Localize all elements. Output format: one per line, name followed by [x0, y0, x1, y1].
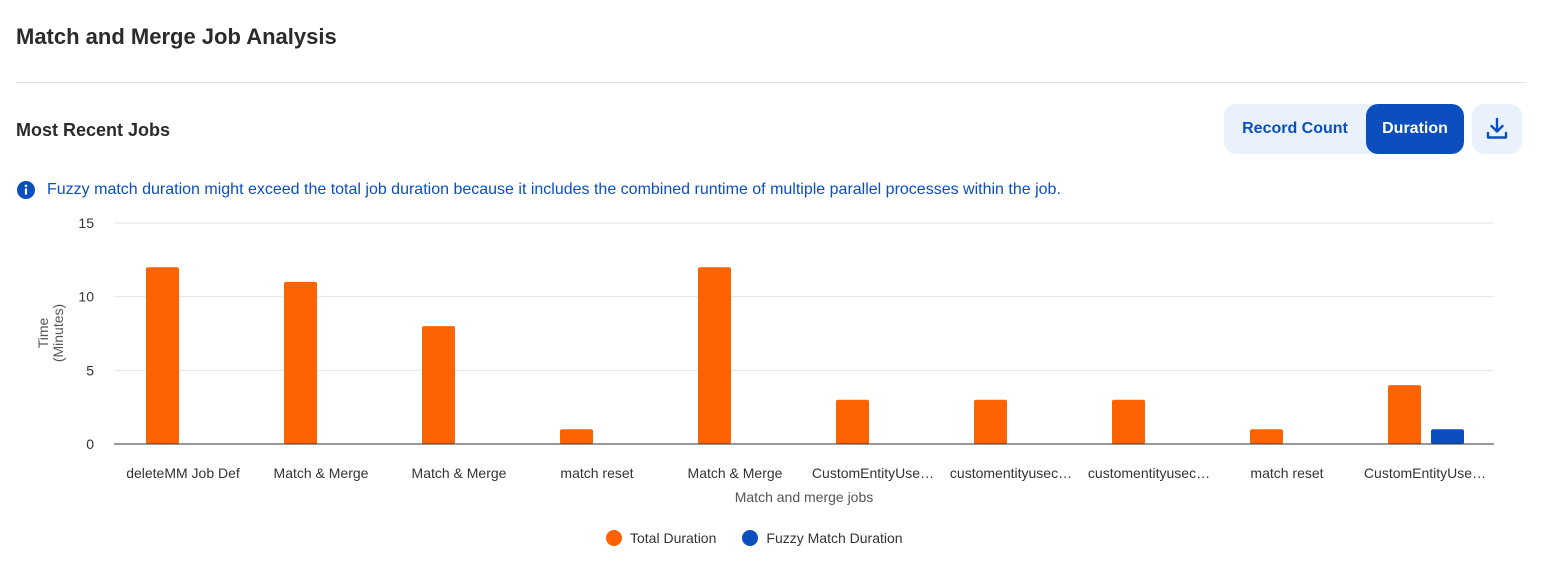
- duration-button[interactable]: Duration: [1366, 104, 1464, 154]
- x-tick-label: Match & Merge: [688, 465, 783, 481]
- y-axis-title: Time(Minutes): [35, 304, 66, 362]
- info-text: Fuzzy match duration might exceed the to…: [47, 181, 1061, 198]
- legend-swatch-total: [606, 530, 622, 546]
- x-tick-label: match reset: [560, 465, 633, 481]
- bar-total: [836, 399, 869, 444]
- legend-label-fuzzy: Fuzzy Match Duration: [766, 530, 903, 546]
- x-tick-label: CustomEntityUse…: [1364, 465, 1486, 481]
- legend-item-fuzzy[interactable]: Fuzzy Match Duration: [742, 530, 903, 546]
- legend-item-total[interactable]: Total Duration: [606, 530, 716, 546]
- page-title: Match and Merge Job Analysis: [16, 24, 337, 49]
- info-banner: Fuzzy match duration might exceed the to…: [16, 180, 1061, 200]
- y-axis-title-line: Time: [35, 317, 51, 348]
- bar-total: [146, 267, 179, 444]
- y-axis-title-line: (Minutes): [50, 304, 66, 362]
- bar-fuzzy: [1431, 429, 1464, 444]
- y-tick-label: 5: [86, 362, 94, 378]
- bar-total: [1112, 399, 1145, 444]
- legend-swatch-fuzzy: [742, 530, 759, 546]
- download-button[interactable]: [1472, 104, 1522, 154]
- x-axis-title: Match and merge jobs: [735, 489, 874, 505]
- y-tick-label: 0: [86, 436, 94, 452]
- y-tick-label: 10: [78, 289, 94, 305]
- x-tick-label: match reset: [1250, 465, 1323, 481]
- bar-total: [560, 429, 593, 444]
- download-icon: [1486, 117, 1508, 139]
- section-title: Most Recent Jobs: [16, 120, 171, 140]
- bar-total: [284, 281, 317, 444]
- bar-total: [1388, 385, 1421, 444]
- x-tick-label: CustomEntityUse…: [812, 465, 934, 481]
- bar-total: [1250, 429, 1283, 444]
- header-divider: [16, 82, 1526, 83]
- x-tick-label: deleteMM Job Def: [126, 465, 240, 481]
- x-tick-label: customentityusec…: [950, 465, 1072, 481]
- x-tick-label: Match & Merge: [274, 465, 369, 481]
- chart-legend: Total Duration Fuzzy Match Duration: [606, 530, 929, 546]
- y-tick-label: 15: [78, 215, 94, 231]
- bar-total: [422, 326, 455, 444]
- x-tick-label: customentityusec…: [1088, 465, 1210, 481]
- x-tick-label: Match & Merge: [412, 465, 507, 481]
- bar-total: [698, 267, 731, 444]
- record-count-button[interactable]: Record Count: [1242, 120, 1348, 137]
- info-icon: [17, 181, 35, 199]
- chart-mode-toggle: Record Count Duration: [1224, 104, 1464, 154]
- bar-total: [974, 399, 1007, 444]
- legend-label-total: Total Duration: [630, 530, 717, 546]
